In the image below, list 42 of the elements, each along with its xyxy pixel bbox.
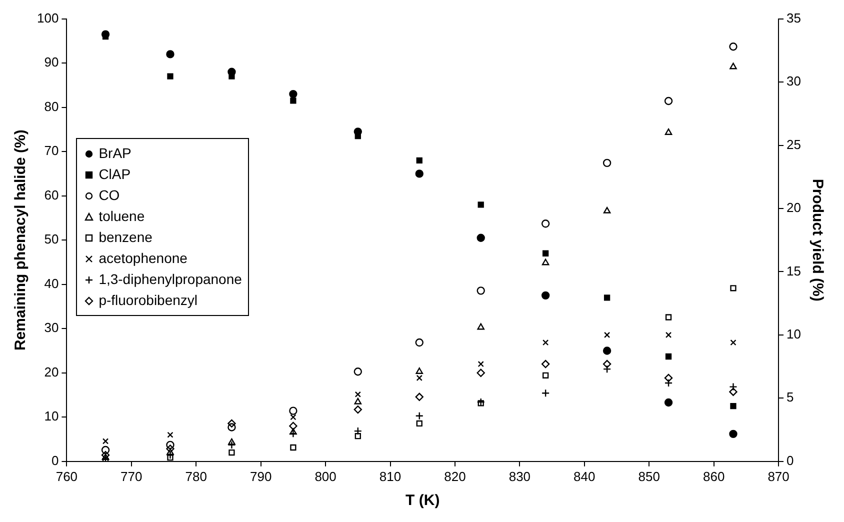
x-tick-label: 870 <box>768 468 790 484</box>
y-tick-label: 30 <box>44 320 59 336</box>
y-tick-label: 90 <box>44 54 59 70</box>
y2-axis-title: Product yield (%) <box>808 178 826 302</box>
x-tick-label: 770 <box>120 468 142 484</box>
y-tick-label: 10 <box>44 408 59 424</box>
y-tick-label: 20 <box>44 364 59 380</box>
legend-label: p-fluorobibenzyl <box>98 291 198 310</box>
legend-label: 1,3-diphenylpropanone <box>98 270 242 290</box>
x-tick-label: 830 <box>508 468 531 484</box>
y2-tick-label: 10 <box>786 326 802 342</box>
x-tick-label: 840 <box>574 468 596 484</box>
x-tick-label: 850 <box>638 468 660 484</box>
y-tick-label: 100 <box>36 10 59 26</box>
y-tick-label: 0 <box>51 452 59 468</box>
legend-label: toluene <box>98 207 145 226</box>
x-tick-label: 760 <box>56 468 78 484</box>
x-tick-label: 790 <box>250 468 272 484</box>
legend-label: benzene <box>98 228 152 248</box>
y-tick-label: 50 <box>44 232 59 247</box>
y2-tick-label: 25 <box>786 136 802 152</box>
y-tick-label: 60 <box>44 187 59 202</box>
y-tick-label: 80 <box>44 98 59 114</box>
y2-tick-label: 30 <box>786 74 802 89</box>
x-tick-label: 800 <box>314 468 336 484</box>
y2-tick-label: 20 <box>786 200 802 216</box>
legend-label: acetophenone <box>98 249 188 268</box>
x-tick-label: 780 <box>185 468 207 484</box>
legend-label: BrAP <box>98 144 132 164</box>
x-axis-title: T (K) <box>406 492 440 510</box>
x-tick-label: 820 <box>444 468 466 484</box>
y-tick-label: 40 <box>44 276 59 291</box>
x-tick-label: 860 <box>702 468 725 484</box>
y-tick-label: 70 <box>44 143 59 158</box>
y2-tick-label: 0 <box>786 452 794 468</box>
y2-tick-label: 35 <box>786 10 802 26</box>
y2-tick-label: 15 <box>786 263 802 278</box>
legend-label: ClAP <box>98 165 131 184</box>
y-axis-title: Remaining phenacyl halide (%) <box>12 130 30 351</box>
legend-label: CO <box>98 186 120 206</box>
y2-tick-label: 5 <box>786 390 794 405</box>
x-tick-label: 810 <box>379 468 402 484</box>
